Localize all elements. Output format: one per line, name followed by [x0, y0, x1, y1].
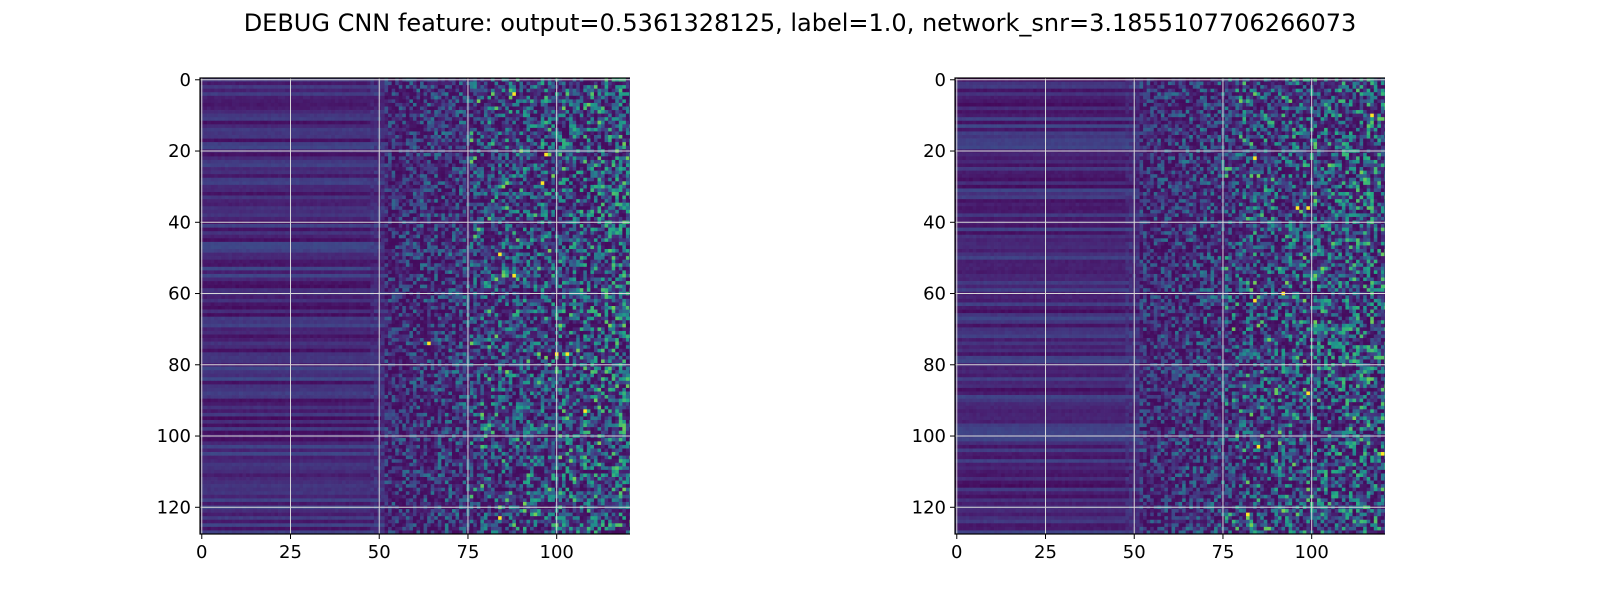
grid-lines — [200, 78, 630, 534]
heatmap-left: 0 25 50 75 100 0 20 40 60 80 100 120 — [157, 70, 630, 563]
y-tick-label: 120 — [912, 497, 946, 518]
x-tick-label: 100 — [1295, 542, 1329, 563]
y-tick-label: 0 — [935, 70, 946, 91]
x-tick-label: 25 — [279, 542, 302, 563]
x-tick-label: 75 — [457, 542, 480, 563]
y-tick-label: 40 — [168, 212, 191, 233]
figure-title: DEBUG CNN feature: output=0.5361328125, … — [0, 8, 1600, 38]
y-tick-label: 60 — [923, 284, 946, 305]
x-tick-label: 75 — [1212, 542, 1235, 563]
heatmap-panel-right: 0 25 50 75 100 0 20 40 60 80 100 120 — [905, 68, 1385, 588]
y-tick-label: 120 — [157, 497, 191, 518]
heatmap-image — [200, 78, 630, 535]
plot-frame — [199, 77, 630, 535]
y-tick-label: 100 — [157, 426, 191, 447]
y-tick-label: 60 — [168, 284, 191, 305]
x-tick-label: 100 — [540, 542, 574, 563]
plot-frame — [954, 77, 1385, 535]
y-tick-label: 80 — [168, 355, 191, 376]
y-tick-label: 20 — [923, 141, 946, 162]
y-tick-label: 0 — [180, 70, 191, 91]
y-tick-label: 20 — [168, 141, 191, 162]
y-tick-label: 40 — [923, 212, 946, 233]
heatmap-panel-left: 0 25 50 75 100 0 20 40 60 80 100 120 — [150, 68, 630, 588]
y-tick-label: 100 — [912, 426, 946, 447]
y-tick-label: 80 — [923, 355, 946, 376]
grid-lines — [955, 78, 1385, 534]
x-tick-label: 50 — [368, 542, 391, 563]
x-tick-label: 25 — [1034, 542, 1057, 563]
heatmap-image — [955, 78, 1385, 535]
x-tick-label: 0 — [196, 542, 207, 563]
x-tick-label: 50 — [1123, 542, 1146, 563]
x-tick-label: 0 — [951, 542, 962, 563]
heatmap-right: 0 25 50 75 100 0 20 40 60 80 100 120 — [912, 70, 1385, 563]
